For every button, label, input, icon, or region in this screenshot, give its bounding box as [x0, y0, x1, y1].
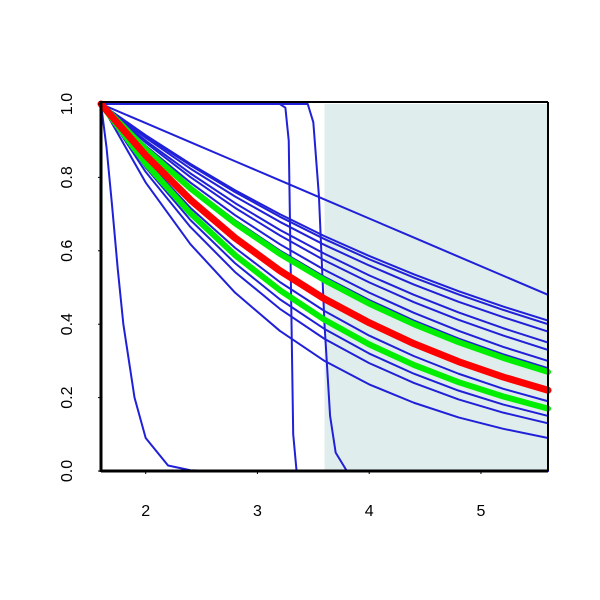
line [97, 100, 552, 394]
y-tick-label: 0.0 [59, 460, 76, 482]
line [100, 103, 549, 296]
line [100, 103, 549, 333]
x-tick-label: 2 [141, 503, 150, 520]
line [100, 103, 549, 344]
line [100, 103, 549, 362]
y-tick-label: 1.0 [59, 93, 76, 115]
x-tick-label: 3 [253, 503, 262, 520]
line [100, 103, 549, 472]
line [100, 103, 549, 326]
y-tick-label: 0.8 [59, 166, 76, 188]
x-tick-label: 5 [476, 503, 485, 520]
line [100, 103, 549, 351]
line [100, 103, 549, 439]
y-tick-label: 0.2 [59, 386, 76, 408]
line [100, 103, 549, 322]
x-tick-label: 4 [365, 503, 374, 520]
y-tick-label: 0.6 [59, 240, 76, 262]
line [98, 101, 551, 375]
line [98, 101, 551, 412]
y-tick-label: 0.4 [59, 313, 76, 335]
